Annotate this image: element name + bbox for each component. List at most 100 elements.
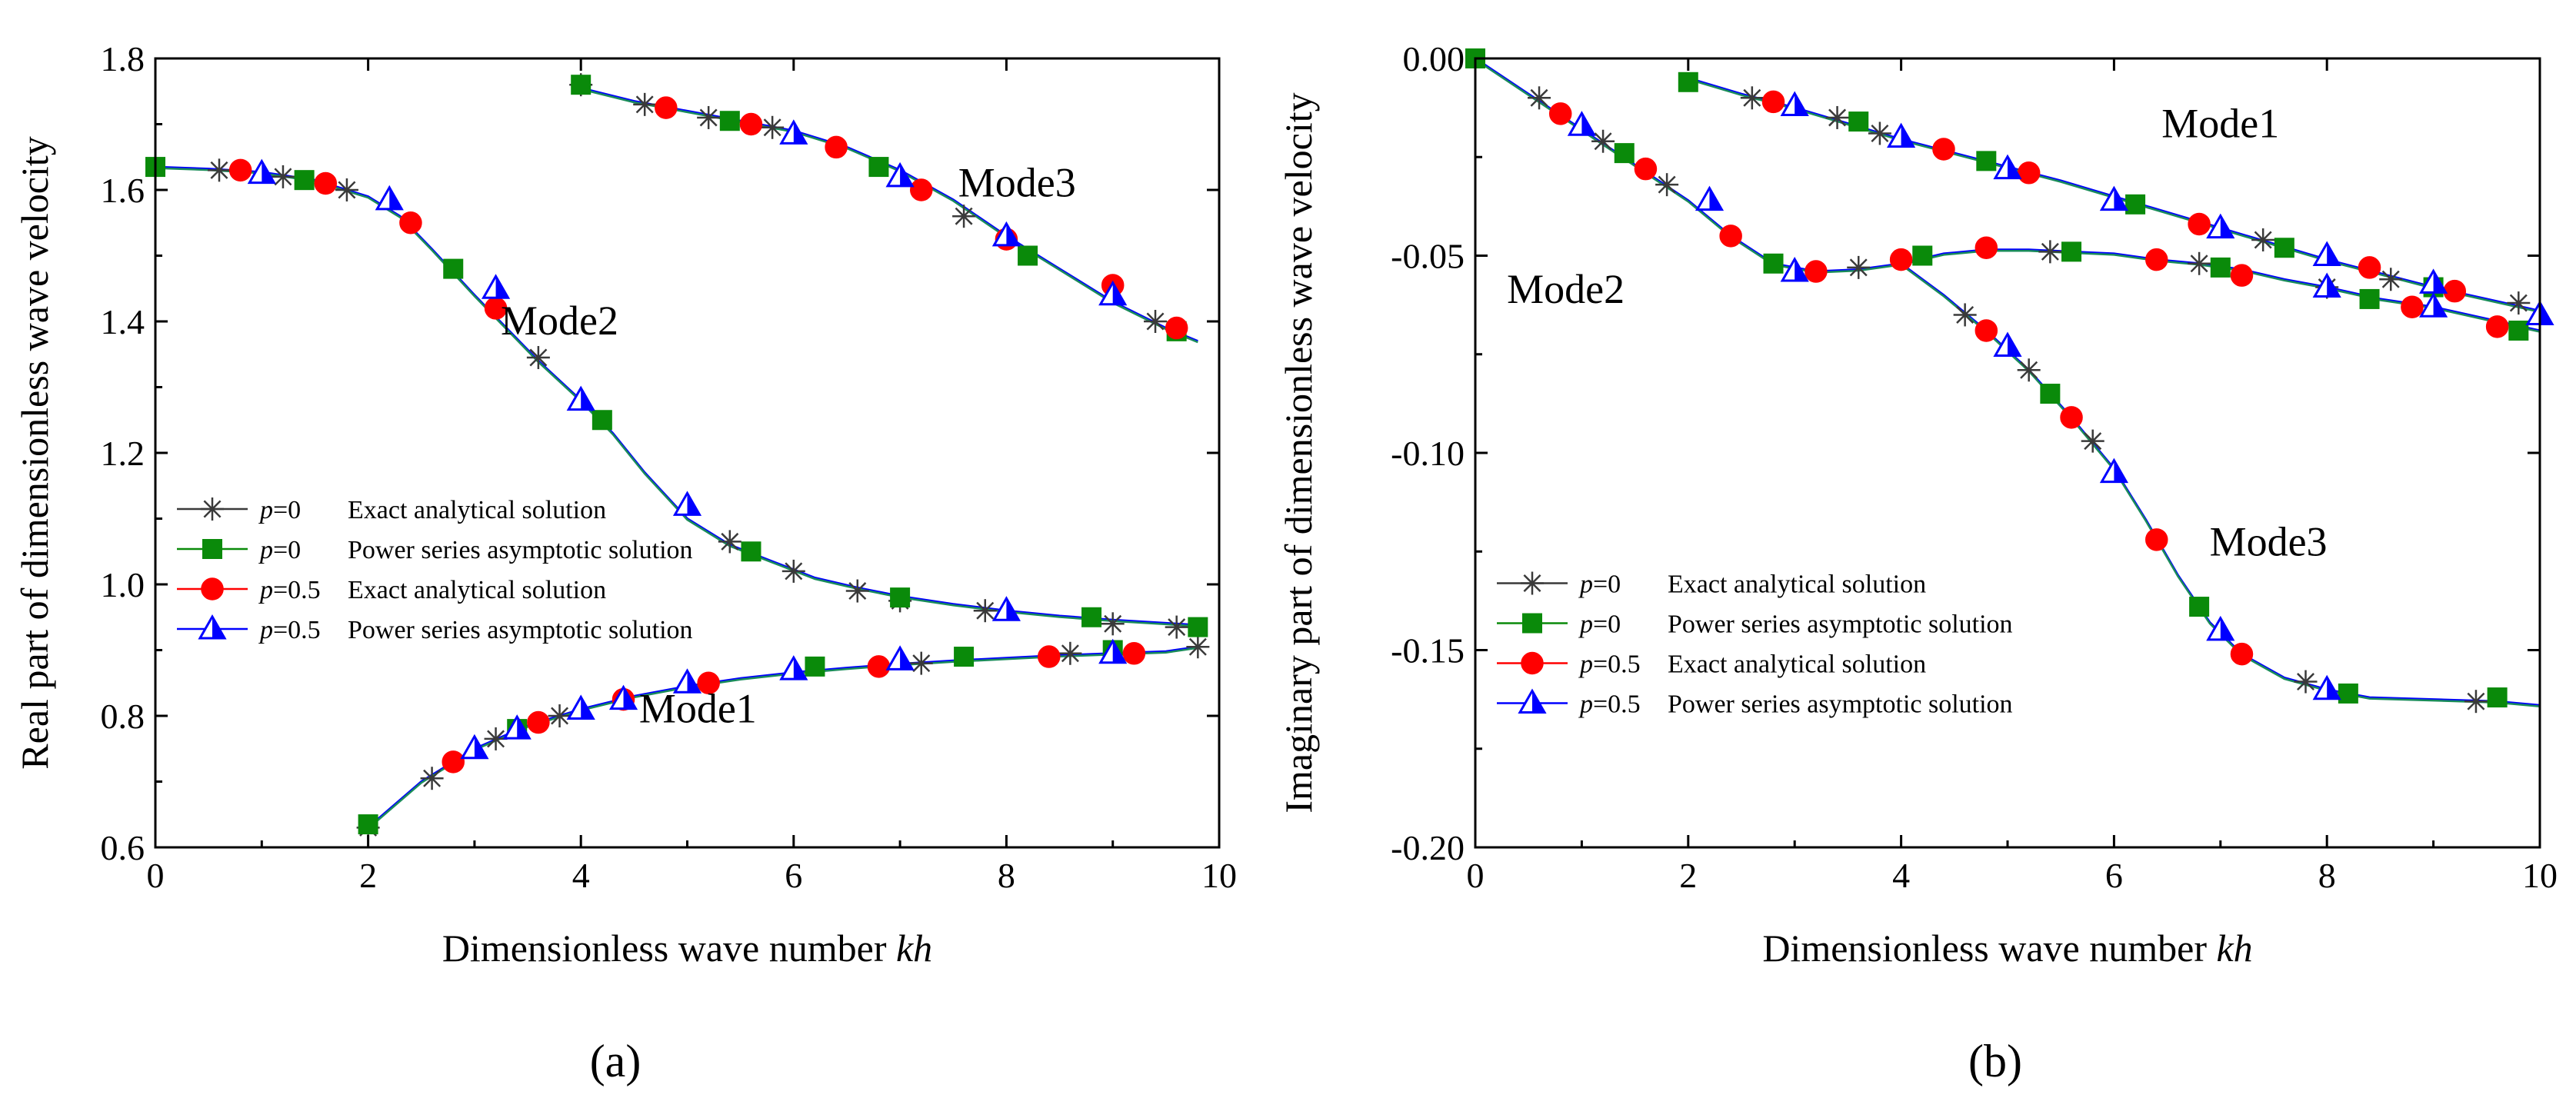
mode-label-mode1: Mode1 bbox=[2161, 101, 2279, 147]
marker-circle-2-0 bbox=[1548, 102, 1572, 125]
chart-panel-b: 0 2 4 6 8 10 -0.20 -0.15 -0.10 -0.05 0.00 Dimension… bbox=[1277, 39, 2558, 1086]
marker-star-0-8 bbox=[2017, 358, 2041, 382]
marker-square-1-3 bbox=[443, 258, 464, 279]
marker-square-1-14 bbox=[2338, 683, 2358, 704]
legend-entry-1: p=0 Power series asymptotic solution bbox=[1578, 611, 2013, 639]
x-axis-title: Dimensionless wave number kh bbox=[1762, 927, 2252, 970]
marker-circle-2-12 bbox=[910, 178, 933, 201]
marker-circle-2-9 bbox=[2017, 161, 2041, 185]
marker-star-0-4 bbox=[1825, 105, 1849, 129]
mode-label-mode2: Mode2 bbox=[1507, 266, 1625, 312]
marker-star-0-15 bbox=[2379, 268, 2403, 291]
marker-circle-2-14 bbox=[2230, 642, 2254, 666]
legend-marker-square bbox=[1522, 613, 1542, 634]
marker-star-0-7 bbox=[548, 704, 572, 727]
marker-star-0-21 bbox=[1144, 310, 1168, 333]
marker-square-1-13 bbox=[1018, 245, 1038, 266]
y-tick-label: 1.6 bbox=[101, 171, 145, 210]
marker-star-0-20 bbox=[1101, 612, 1125, 636]
panel-label: (b) bbox=[1968, 1036, 2022, 1086]
marker-star-0-4 bbox=[420, 767, 444, 790]
marker-circle-2-5 bbox=[527, 710, 550, 734]
mode-label-mode1: Mode1 bbox=[639, 686, 757, 732]
marker-circle-2-6 bbox=[1932, 138, 1955, 161]
y-axis-title: Imaginary part of dimensionless wave vel… bbox=[1277, 92, 1320, 813]
mode-label-mode3: Mode3 bbox=[958, 160, 1076, 206]
y-tick-label: 0.6 bbox=[101, 828, 145, 867]
marker-star-0-19 bbox=[1058, 641, 1082, 665]
marker-square-1-13 bbox=[2359, 288, 2380, 309]
marker-circle-2-17 bbox=[1165, 316, 1188, 340]
marker-circle-2-4 bbox=[1805, 260, 1828, 283]
marker-circle-2-19 bbox=[2485, 315, 2509, 338]
legend-entry-2: p=0.5 Exact analytical solution bbox=[258, 576, 606, 604]
x-tick-label: 2 bbox=[1679, 856, 1697, 895]
legend-marker-star bbox=[1521, 571, 1544, 595]
marker-star-0-6 bbox=[1868, 121, 1891, 145]
legend-marker-circle bbox=[201, 577, 224, 601]
marker-star-0-5 bbox=[1847, 255, 1871, 279]
marker-star-0-10 bbox=[697, 105, 721, 129]
marker-circle-2-8 bbox=[1974, 319, 1998, 342]
marker-star-0-2 bbox=[335, 178, 358, 201]
marker-square-1-8 bbox=[2061, 241, 2082, 262]
x-tick-label: 10 bbox=[1201, 856, 1237, 895]
legend-marker-circle bbox=[1521, 651, 1544, 675]
mode-label-mode2: Mode2 bbox=[501, 298, 618, 344]
marker-circle-2-3 bbox=[442, 750, 465, 774]
marker-circle-2-10 bbox=[2060, 406, 2083, 429]
marker-star-0-3 bbox=[1740, 86, 1764, 110]
legend-entry-1: p=0 Power series asymptotic solution bbox=[258, 536, 693, 564]
panel-label: (a) bbox=[590, 1036, 642, 1086]
marker-square-1-2 bbox=[358, 814, 378, 835]
y-tick-label: -0.10 bbox=[1391, 434, 1465, 473]
x-tick-label: 10 bbox=[2522, 856, 2558, 895]
y-tick-label: 0.8 bbox=[101, 697, 145, 736]
legend-entry-3: p=0.5 Power series asymptotic solution bbox=[258, 616, 693, 644]
marker-square-1-17 bbox=[2508, 320, 2529, 341]
marker-circle-2-1 bbox=[1634, 157, 1658, 181]
marker-star-0-18 bbox=[973, 599, 997, 623]
y-tick-label: -0.20 bbox=[1391, 828, 1465, 867]
marker-circle-2-10 bbox=[825, 135, 848, 159]
marker-star-0-1 bbox=[271, 165, 295, 188]
y-tick-label: 1.2 bbox=[101, 434, 145, 473]
marker-circle-2-0 bbox=[228, 158, 252, 182]
curve-mode2-p0 bbox=[1475, 58, 2541, 333]
marker-circle-2-16 bbox=[2358, 256, 2381, 279]
marker-star-0-6 bbox=[526, 346, 550, 370]
marker-square-1-8 bbox=[741, 541, 761, 562]
legend-entry-2: p=0.5 Exact analytical solution bbox=[1578, 650, 1926, 679]
marker-square-1-17 bbox=[1188, 617, 1208, 637]
marker-star-0-17 bbox=[952, 205, 976, 228]
legend-entry-0: p=0 Exact analytical solution bbox=[258, 496, 606, 524]
marker-star-0-16 bbox=[909, 651, 933, 675]
y-tick-label: 0.00 bbox=[1403, 39, 1465, 78]
marker-circle-2-13 bbox=[2188, 212, 2211, 236]
marker-square-1-1 bbox=[294, 170, 315, 191]
marker-star-0-11 bbox=[2188, 251, 2211, 275]
marker-square-1-11 bbox=[2210, 257, 2231, 278]
marker-circle-2-8 bbox=[697, 671, 720, 694]
marker-square-1-9 bbox=[805, 656, 825, 677]
marker-circle-2-2 bbox=[399, 211, 422, 235]
marker-star-0-9 bbox=[2038, 240, 2062, 264]
marker-circle-2-12 bbox=[2145, 528, 2168, 551]
marker-square-1-12 bbox=[954, 647, 975, 667]
marker-circle-2-14 bbox=[1037, 645, 1061, 668]
marker-square-1-10 bbox=[868, 157, 889, 178]
marker-circle-2-9 bbox=[739, 112, 763, 136]
x-tick-label: 2 bbox=[359, 856, 377, 895]
x-tick-label: 0 bbox=[1467, 856, 1485, 895]
marker-square-1-1 bbox=[1614, 143, 1635, 164]
marker-square-1-5 bbox=[1912, 245, 1933, 266]
marker-star-0-12 bbox=[2251, 228, 2275, 251]
marker-square-1-3 bbox=[1763, 253, 1784, 274]
marker-star-0-16 bbox=[2464, 690, 2488, 714]
marker-square-1-6 bbox=[592, 410, 612, 431]
marker-square-1-4 bbox=[1848, 111, 1869, 132]
marker-circle-2-17 bbox=[2401, 295, 2424, 318]
marker-star-0-0 bbox=[1528, 86, 1551, 110]
x-tick-label: 4 bbox=[1892, 856, 1910, 895]
